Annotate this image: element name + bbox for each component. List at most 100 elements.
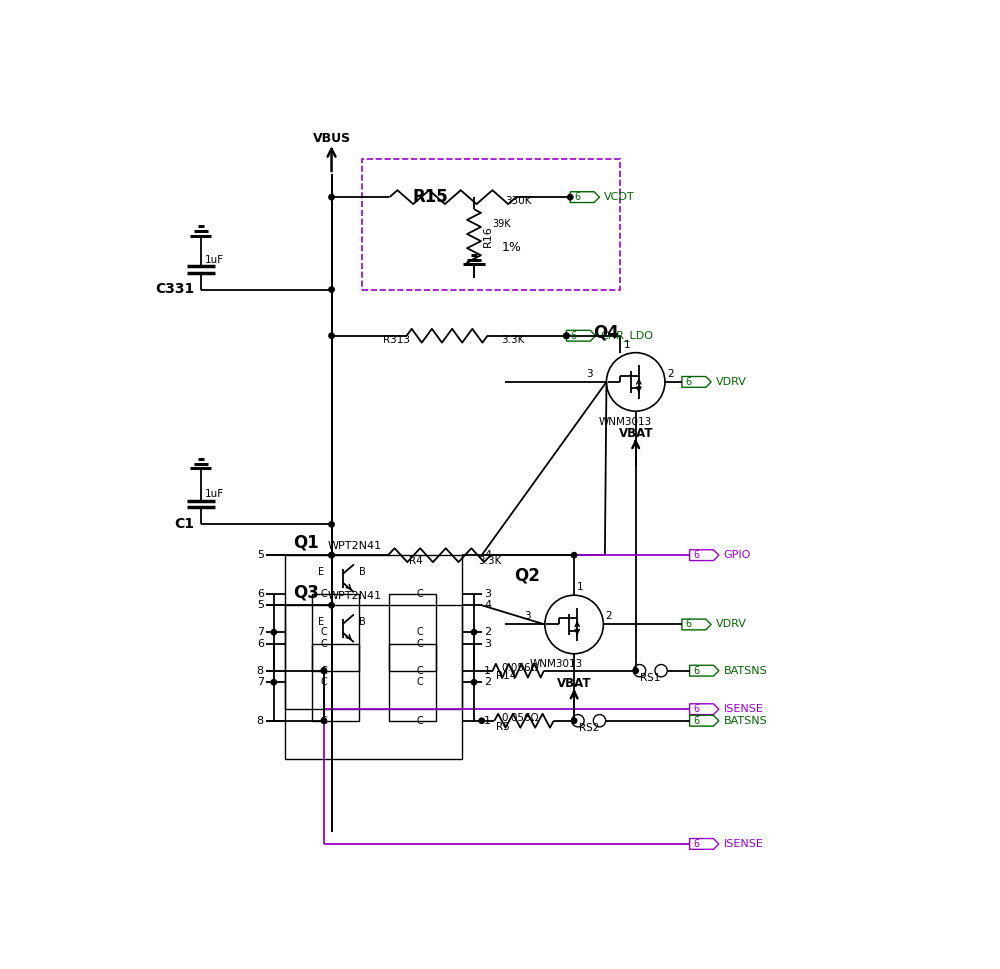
Text: 5: 5 bbox=[257, 600, 264, 610]
Text: 2: 2 bbox=[484, 627, 491, 638]
Text: BATSNS: BATSNS bbox=[723, 716, 767, 726]
Text: R313: R313 bbox=[383, 335, 410, 345]
Text: 1: 1 bbox=[484, 666, 491, 675]
Text: 6: 6 bbox=[693, 839, 700, 849]
Text: 1%: 1% bbox=[502, 240, 522, 254]
Text: 6: 6 bbox=[693, 550, 700, 560]
Text: ISENSE: ISENSE bbox=[723, 839, 763, 849]
Text: C: C bbox=[320, 677, 327, 687]
Text: 2: 2 bbox=[606, 611, 612, 621]
Text: Q2: Q2 bbox=[514, 567, 540, 584]
Text: VBUS: VBUS bbox=[312, 132, 351, 144]
Bar bbox=[389, 594, 436, 671]
Circle shape bbox=[471, 630, 477, 635]
Text: 7: 7 bbox=[257, 627, 264, 638]
Circle shape bbox=[271, 630, 276, 635]
Text: C: C bbox=[417, 716, 423, 726]
Text: 1: 1 bbox=[623, 339, 630, 350]
Text: C: C bbox=[320, 589, 327, 599]
Bar bbox=[285, 606, 462, 760]
Text: E: E bbox=[318, 567, 325, 578]
Text: B: B bbox=[359, 567, 366, 578]
Text: 4: 4 bbox=[484, 600, 491, 610]
Text: C: C bbox=[320, 627, 327, 638]
Text: VBAT: VBAT bbox=[618, 426, 653, 440]
Text: 3.3K: 3.3K bbox=[501, 335, 524, 345]
Bar bbox=[285, 555, 462, 709]
Text: C: C bbox=[417, 677, 423, 687]
Text: 1uF: 1uF bbox=[205, 255, 224, 266]
Text: C: C bbox=[320, 639, 327, 648]
Circle shape bbox=[329, 287, 334, 293]
Circle shape bbox=[329, 195, 334, 200]
Text: 8: 8 bbox=[257, 666, 264, 675]
Circle shape bbox=[329, 333, 334, 338]
Circle shape bbox=[321, 668, 327, 673]
Text: 5: 5 bbox=[257, 550, 264, 560]
Circle shape bbox=[568, 195, 573, 200]
Text: 0.056Ω: 0.056Ω bbox=[501, 663, 539, 673]
Text: 0.056Ω: 0.056Ω bbox=[501, 713, 539, 723]
Text: E: E bbox=[318, 617, 325, 627]
Text: C: C bbox=[417, 589, 423, 599]
Text: C: C bbox=[320, 666, 327, 675]
Text: 2: 2 bbox=[667, 369, 674, 379]
Text: B: B bbox=[359, 617, 366, 627]
Text: VCDT: VCDT bbox=[604, 192, 635, 203]
Text: VDRV: VDRV bbox=[716, 377, 747, 387]
Text: 39K: 39K bbox=[492, 219, 511, 229]
Text: R16: R16 bbox=[483, 225, 493, 246]
Text: 6: 6 bbox=[574, 192, 580, 203]
Text: 2: 2 bbox=[484, 677, 491, 687]
Text: 6: 6 bbox=[693, 704, 700, 714]
Text: Q4: Q4 bbox=[593, 324, 619, 342]
Text: C: C bbox=[320, 716, 327, 726]
Text: 7: 7 bbox=[257, 677, 264, 687]
Text: 3: 3 bbox=[484, 639, 491, 648]
Text: 1uF: 1uF bbox=[205, 488, 224, 499]
Circle shape bbox=[329, 552, 334, 558]
Text: 6: 6 bbox=[686, 619, 692, 630]
Text: VBAT: VBAT bbox=[557, 677, 591, 690]
Text: ISENSE: ISENSE bbox=[723, 704, 763, 714]
Circle shape bbox=[571, 552, 577, 558]
Text: 6: 6 bbox=[693, 666, 700, 675]
Text: 8: 8 bbox=[257, 716, 264, 726]
Bar bbox=[362, 159, 620, 290]
Text: GPIO: GPIO bbox=[723, 550, 751, 560]
Text: Q1: Q1 bbox=[293, 533, 319, 551]
Text: CHR_LDO: CHR_LDO bbox=[600, 330, 653, 341]
Text: 6: 6 bbox=[693, 716, 700, 726]
Text: 6: 6 bbox=[686, 377, 692, 387]
Text: WPT2N41: WPT2N41 bbox=[328, 542, 382, 551]
Text: R15: R15 bbox=[412, 188, 448, 206]
Text: 6: 6 bbox=[257, 589, 264, 599]
Text: C: C bbox=[417, 627, 423, 638]
Text: 1: 1 bbox=[484, 716, 491, 726]
Text: C331: C331 bbox=[155, 282, 194, 296]
Bar bbox=[389, 643, 436, 721]
Text: RS2: RS2 bbox=[579, 723, 599, 734]
Text: RS1: RS1 bbox=[640, 673, 661, 683]
Bar bbox=[312, 643, 358, 721]
Circle shape bbox=[329, 521, 334, 527]
Text: WNM3013: WNM3013 bbox=[529, 659, 583, 670]
Circle shape bbox=[329, 603, 334, 608]
Text: Q3: Q3 bbox=[293, 583, 319, 602]
Circle shape bbox=[329, 552, 334, 558]
Circle shape bbox=[321, 668, 327, 673]
Circle shape bbox=[471, 679, 477, 685]
Circle shape bbox=[321, 718, 327, 724]
Text: WNM3013: WNM3013 bbox=[599, 417, 652, 426]
Text: 3.3K: 3.3K bbox=[478, 556, 501, 566]
Text: WPT2N41: WPT2N41 bbox=[328, 591, 382, 602]
Text: 6: 6 bbox=[570, 330, 576, 341]
Text: 3: 3 bbox=[484, 589, 491, 599]
Text: C: C bbox=[417, 639, 423, 648]
Bar bbox=[312, 594, 358, 671]
Circle shape bbox=[571, 718, 577, 724]
Text: R5: R5 bbox=[496, 722, 509, 732]
Circle shape bbox=[271, 679, 276, 685]
Text: R14: R14 bbox=[496, 672, 516, 681]
Text: 330K: 330K bbox=[505, 197, 531, 206]
